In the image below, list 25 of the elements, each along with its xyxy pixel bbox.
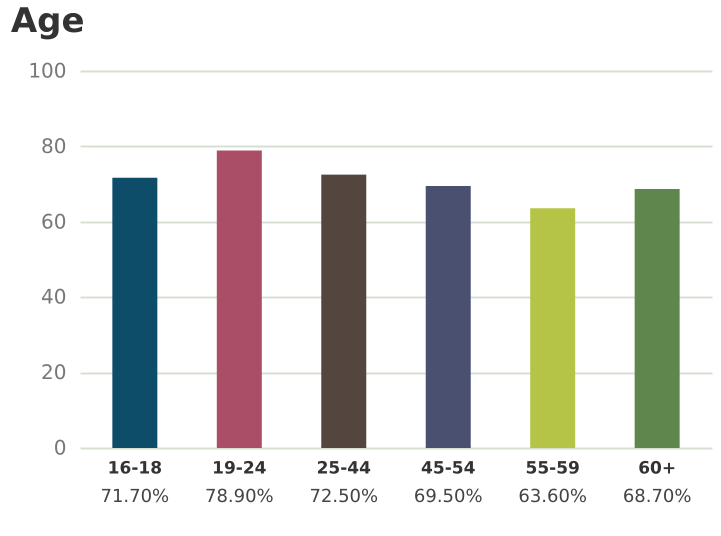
bar [634, 189, 680, 448]
chart-title: Age [10, 1, 85, 41]
x-tick-label: 55-59 [526, 458, 580, 478]
y-tick-label: 40 [41, 284, 66, 309]
bar [530, 208, 576, 448]
bar [321, 174, 366, 448]
data-label: 78.90% [204, 486, 274, 507]
data-label: 71.70% [100, 486, 170, 507]
data-label: 69.50% [414, 486, 483, 507]
x-tick-label: 45-54 [421, 458, 476, 478]
bar [426, 186, 471, 448]
y-tick-label: 80 [41, 134, 66, 158]
data-label: 72.50% [309, 486, 378, 507]
x-tick-label: 60+ [638, 458, 676, 478]
data-label: 68.70% [622, 486, 692, 507]
x-tick-label: 25-44 [316, 458, 372, 478]
data-label: 63.60% [518, 486, 588, 507]
y-tick-label: 60 [41, 209, 66, 234]
y-tick-label: 0 [54, 436, 66, 460]
x-tick-label: 16-18 [108, 458, 162, 478]
y-tick-label: 20 [41, 360, 66, 384]
bar [112, 178, 158, 448]
bar [216, 150, 262, 448]
x-tick-label: 19-24 [212, 458, 267, 478]
y-tick-label: 100 [28, 58, 66, 82]
